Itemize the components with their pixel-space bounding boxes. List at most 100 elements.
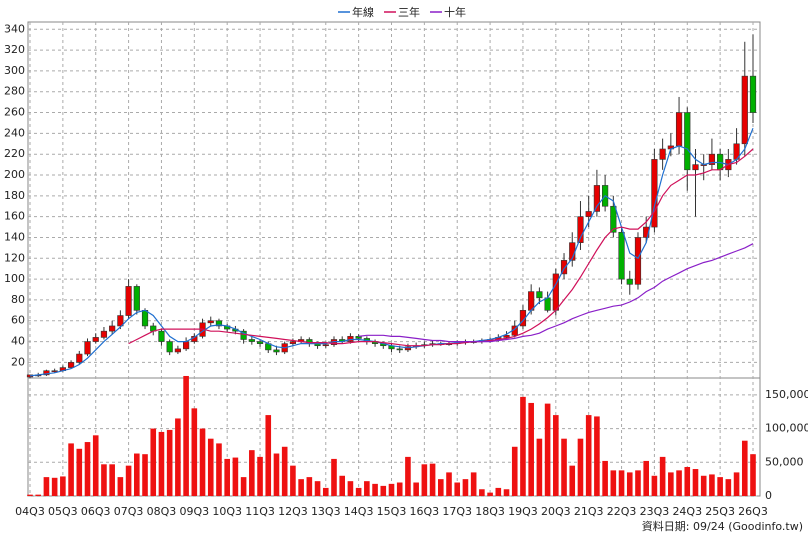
volume-bar	[717, 477, 723, 496]
volume-bar	[191, 408, 198, 496]
volume-bar	[92, 435, 99, 496]
volume-bar	[166, 429, 173, 496]
volume-bar	[150, 428, 157, 496]
volume-bar	[396, 482, 403, 496]
volume-bar	[68, 443, 74, 496]
volume-bar	[51, 477, 58, 496]
volume-bar	[635, 470, 641, 496]
candle-body	[240, 330, 247, 340]
y-tick-label: 340	[4, 22, 25, 35]
x-tick-label: 06Q3	[81, 505, 111, 518]
volume-bar	[610, 470, 617, 496]
volume-bar	[594, 416, 600, 496]
x-tick-label: 24Q3	[672, 505, 702, 518]
y-tick-label: 20	[11, 355, 25, 368]
volume-bar	[232, 457, 239, 496]
x-tick-label: 20Q3	[541, 505, 571, 518]
volume-bar	[331, 458, 337, 496]
y-tick-label: 180	[4, 189, 25, 202]
volume-bar	[470, 472, 477, 496]
legend-label: 三年	[398, 5, 420, 19]
volume-bar	[405, 456, 411, 496]
volume-bar	[618, 470, 625, 496]
y-tick-label: 140	[4, 230, 25, 243]
candle-body	[183, 341, 190, 350]
x-tick-label: 07Q3	[114, 505, 144, 518]
x-tick-label: 23Q3	[640, 505, 670, 518]
volume-bar	[134, 453, 140, 496]
candle-body	[76, 353, 83, 363]
x-tick-label: 26Q3	[738, 505, 768, 518]
ma-line	[128, 148, 754, 347]
x-tick-label: 13Q3	[311, 505, 341, 518]
candle-body	[396, 348, 403, 351]
candle-body	[684, 112, 691, 171]
candle-body	[43, 370, 50, 376]
candle-body	[92, 337, 99, 342]
volume-bar	[684, 467, 691, 496]
volume-bar	[569, 465, 576, 496]
candle-body	[749, 75, 757, 113]
y2-tick-label: 0	[765, 489, 772, 502]
volume-bar	[528, 402, 534, 496]
volume-bar	[364, 481, 370, 496]
volume-bar	[437, 479, 444, 496]
candle-body	[166, 341, 173, 353]
candle-body	[536, 291, 543, 299]
x-tick-label: 04Q3	[15, 505, 45, 518]
volume-bar	[709, 474, 715, 496]
candle-body	[659, 148, 666, 160]
volume-bar	[224, 458, 230, 496]
candle-body	[100, 330, 108, 338]
candle-body	[585, 211, 592, 217]
x-tick-label: 17Q3	[442, 505, 472, 518]
volume-bar	[462, 479, 469, 496]
volume-bar	[659, 456, 666, 496]
volume-bar	[651, 475, 658, 496]
volume-bar	[741, 440, 748, 496]
x-tick-label: 16Q3	[410, 505, 440, 518]
volume-bar	[479, 489, 485, 496]
candle-body	[248, 339, 255, 342]
volume-bar	[626, 472, 633, 496]
volume-bar	[158, 431, 165, 496]
candle-body	[125, 286, 132, 316]
x-tick-label: 12Q3	[278, 505, 308, 518]
candle-body	[67, 362, 75, 368]
volume-bar	[520, 396, 526, 496]
y2-tick-label: 100,000	[765, 422, 808, 435]
x-tick-label: 25Q3	[705, 505, 735, 518]
candle-body	[109, 325, 116, 332]
ma-line	[29, 127, 754, 377]
volume-bar	[35, 494, 42, 496]
volume-bar	[454, 482, 461, 496]
volume-bar	[561, 438, 567, 496]
volume-bar	[511, 446, 518, 496]
volume-bar	[700, 475, 707, 496]
x-tick-label: 08Q3	[147, 505, 177, 518]
candle-body	[84, 341, 91, 355]
volume-bar	[380, 485, 387, 496]
candle-body	[51, 370, 58, 373]
candle-body	[133, 286, 140, 311]
volume-bar	[429, 463, 436, 496]
volume-bar	[298, 479, 304, 496]
volume-bar	[240, 477, 247, 496]
volume-bar	[421, 464, 428, 496]
volume-bar	[553, 415, 559, 496]
volume-bar	[249, 450, 255, 496]
x-tick-label: 19Q3	[508, 505, 538, 518]
y-tick-label: 60	[11, 314, 25, 327]
volume-bar	[322, 487, 329, 496]
y-tick-label: 260	[4, 106, 25, 119]
volume-bar	[43, 477, 50, 496]
candle-body	[215, 320, 223, 327]
y-tick-label: 320	[4, 43, 25, 56]
volume-bar	[668, 472, 674, 496]
legend-label: 十年	[444, 5, 466, 19]
volume-bar	[306, 477, 313, 496]
volume-bar	[142, 454, 148, 496]
volume-bar	[347, 481, 354, 496]
x-tick-label: 11Q3	[245, 505, 275, 518]
volume-bar	[577, 438, 584, 496]
